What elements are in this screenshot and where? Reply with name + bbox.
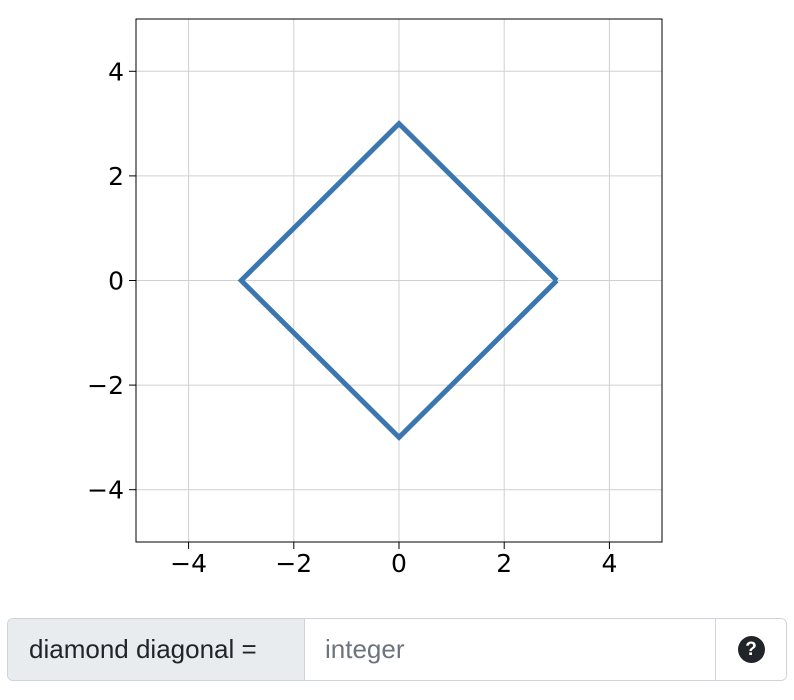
question-circle-icon: ? (737, 636, 765, 663)
chart: −4 −2 0 2 4 −4 −2 0 2 4 (87, 18, 663, 578)
ticks: −4 −2 0 2 4 −4 −2 0 2 4 (87, 57, 617, 578)
plot: −4 −2 0 2 4 −4 −2 0 2 4 (87, 18, 663, 578)
diamond-diagonal-label: diamond diagonal = (8, 619, 305, 680)
help-button[interactable]: ? (715, 619, 786, 680)
y-tick-label: 4 (108, 57, 124, 86)
diamond-line (237, 120, 559, 441)
x-tick-label: 2 (496, 549, 512, 578)
series-layer (237, 120, 559, 441)
x-tick-label: 0 (391, 549, 407, 578)
y-tick-label: 2 (108, 162, 124, 191)
y-tick-label: −4 (87, 476, 124, 505)
x-tick-label: −2 (275, 549, 312, 578)
diagonal-answer-input[interactable] (305, 619, 715, 680)
x-tick-label: −4 (170, 549, 207, 578)
diagonal-input-group: diamond diagonal = ? (7, 618, 787, 681)
x-tick-label: 4 (601, 549, 617, 578)
y-tick-label: 0 (108, 267, 124, 296)
y-tick-label: −2 (87, 371, 124, 400)
grid (136, 19, 662, 542)
